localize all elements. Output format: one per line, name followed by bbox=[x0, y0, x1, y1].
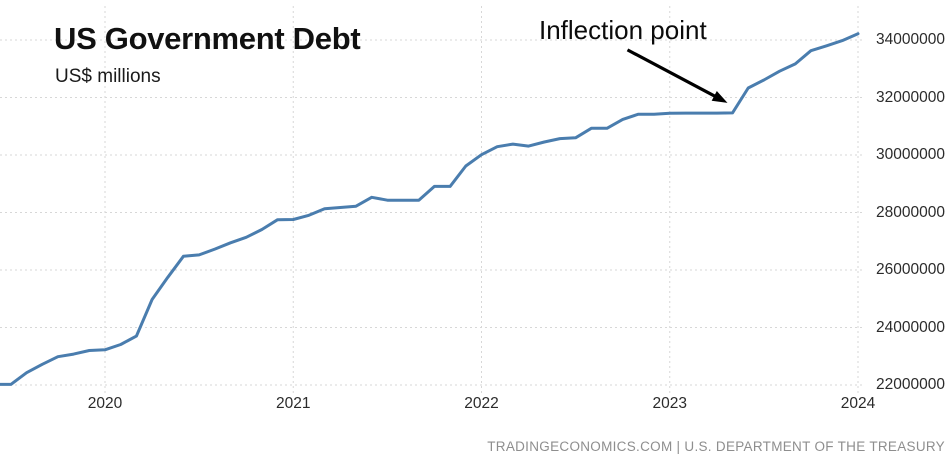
x-axis-tick-label: 2021 bbox=[276, 395, 311, 412]
annotation-arrowhead bbox=[711, 90, 728, 103]
x-axis-tick-label: 2020 bbox=[87, 395, 123, 412]
chart-title: US Government Debt bbox=[54, 21, 361, 56]
annotation-label: Inflection point bbox=[539, 15, 707, 45]
y-axis-tick-label: 26000000 bbox=[876, 261, 945, 278]
x-axis-tick-label: 2022 bbox=[464, 395, 499, 412]
y-axis-tick-label: 28000000 bbox=[876, 203, 945, 221]
x-axis-tick-label: 2024 bbox=[840, 395, 876, 412]
x-axis-tick-label: 2023 bbox=[652, 395, 687, 412]
y-axis-tick-label: 30000000 bbox=[876, 146, 945, 163]
y-axis-tick-label: 34000000 bbox=[876, 31, 945, 48]
y-axis-tick-label: 32000000 bbox=[876, 88, 945, 106]
y-axis-tick-label: 22000000 bbox=[876, 376, 945, 393]
debt-series-line bbox=[0, 32, 860, 386]
annotation-arrow-shaft bbox=[626, 48, 721, 101]
attribution-text: TRADINGECONOMICS.COM | U.S. DEPARTMENT O… bbox=[487, 439, 945, 454]
y-axis-tick-label: 24000000 bbox=[876, 318, 945, 336]
chart-subtitle: US$ millions bbox=[55, 66, 161, 87]
